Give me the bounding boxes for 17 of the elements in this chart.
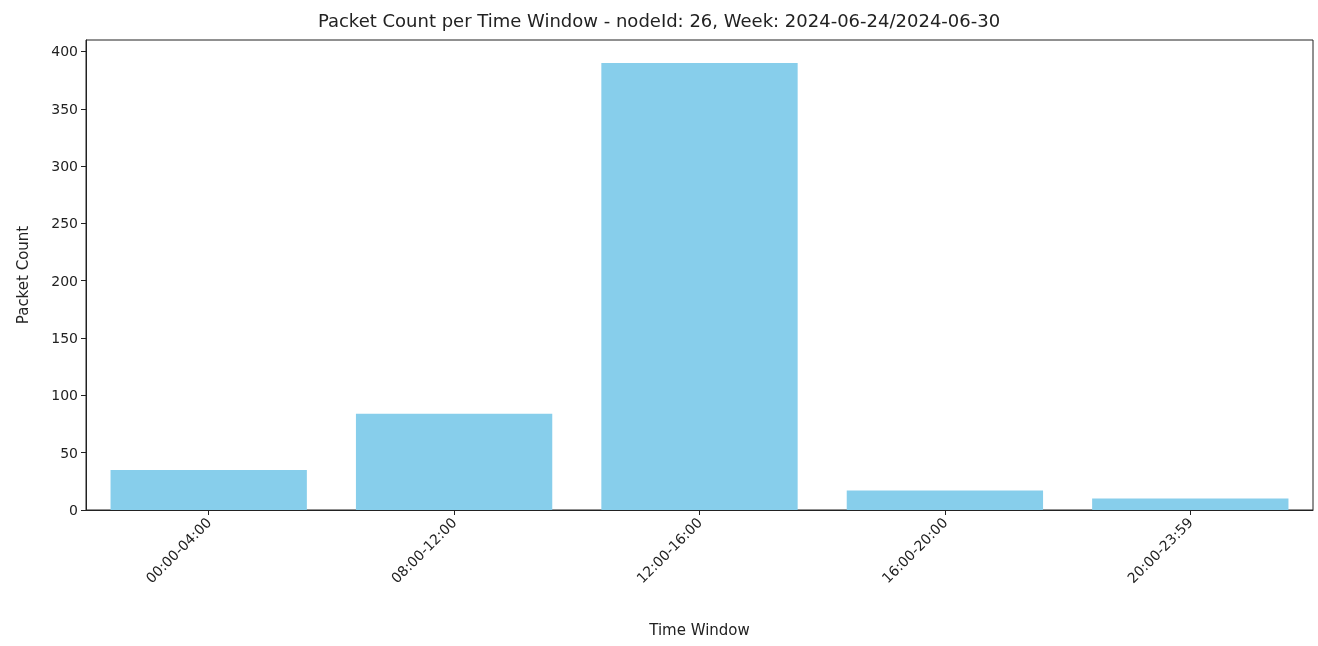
y-tick-label: 200 [51, 272, 78, 289]
y-tick-label: 350 [51, 100, 78, 117]
bar [355, 413, 553, 510]
y-tick-label: 50 [60, 444, 78, 461]
x-axis-title: Time Window [648, 620, 750, 639]
bar [846, 490, 1044, 510]
bar [110, 469, 307, 510]
y-tick-label: 300 [51, 158, 78, 175]
bar [601, 62, 798, 510]
y-tick-label: 150 [51, 330, 78, 347]
y-axis-title: Packet Count [13, 225, 32, 325]
y-tick-label: 100 [51, 387, 78, 404]
y-tick-label: 400 [51, 43, 78, 60]
y-tick-label: 250 [51, 215, 78, 232]
bar [1092, 498, 1289, 510]
chart-title: Packet Count per Time Window - nodeId: 26, Week: 2024-06-24/2024-06-30 [317, 9, 1001, 31]
y-tick-label: 0 [69, 502, 78, 518]
